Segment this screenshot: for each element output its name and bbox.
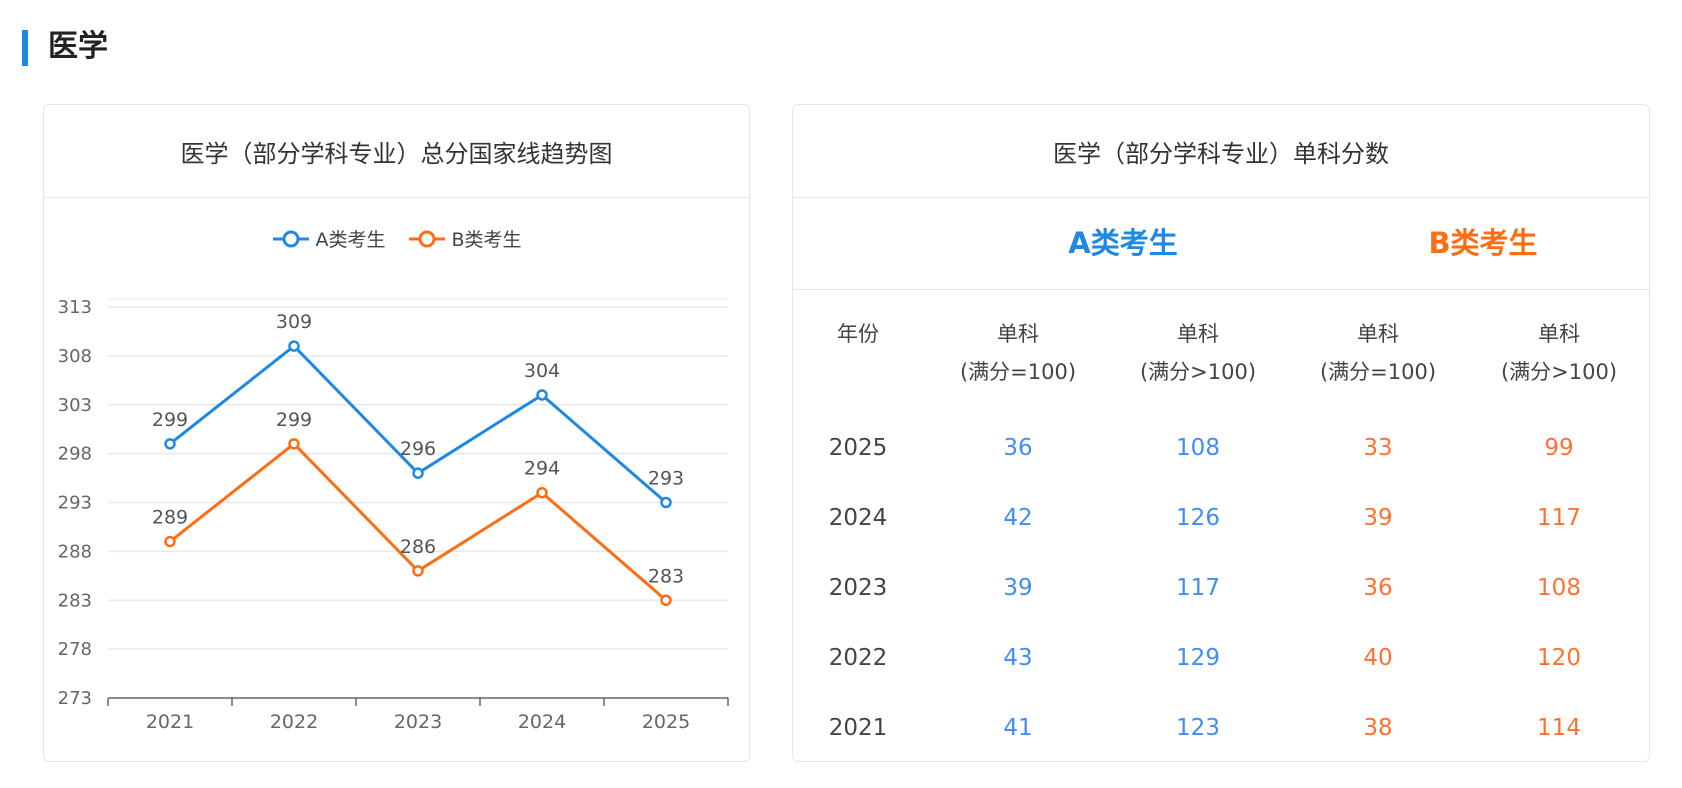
col-header-year-text: 年份 xyxy=(837,322,879,346)
x-tick-label: 2023 xyxy=(394,711,442,733)
data-label: 309 xyxy=(276,311,312,333)
group-label-b: B类考生 xyxy=(1428,226,1538,260)
cell-a2: 129 xyxy=(1176,645,1220,671)
data-label: 289 xyxy=(152,507,188,529)
col-header-a1-line2: (满分=100) xyxy=(959,360,1077,384)
col-header-b1-line1: 单科 xyxy=(1357,322,1399,346)
cell-a2: 117 xyxy=(1176,575,1220,601)
col-header-a2-line1: 单科 xyxy=(1177,322,1219,346)
cell-b1: 36 xyxy=(1363,575,1393,601)
col-header-a1-line1: 单科 xyxy=(997,322,1039,346)
cell-b1: 40 xyxy=(1363,645,1393,671)
section-accent-bar xyxy=(22,30,28,66)
cell-a2: 108 xyxy=(1176,435,1220,461)
cell-b1: 39 xyxy=(1363,505,1393,531)
cell-a1: 39 xyxy=(1003,575,1033,601)
cell-b2: 108 xyxy=(1537,575,1581,601)
col-header-year: 年份 xyxy=(768,315,948,353)
y-tick-label: 278 xyxy=(58,639,92,660)
legend-marker-a-icon xyxy=(273,230,310,247)
trend-chart-card: 医学（部分学科专业）总分国家线趋势图 A类考生 B类考生 313 308 303 29… xyxy=(43,104,750,762)
col-header-b2: 单科 (满分>100) xyxy=(1469,315,1649,391)
y-tick-label: 298 xyxy=(58,444,92,465)
legend-marker-b-icon xyxy=(409,230,446,247)
data-point xyxy=(164,535,176,548)
table-card-title: 医学（部分学科专业）单科分数 xyxy=(793,105,1649,198)
legend-item-b[interactable]: B类考生 xyxy=(407,225,522,252)
data-label: 299 xyxy=(276,409,312,431)
cell-year: 2021 xyxy=(828,715,888,741)
section-title: 医学 xyxy=(48,29,108,64)
col-header-b2-line1: 单科 xyxy=(1538,322,1580,346)
col-header-a2-line2: (满分>100) xyxy=(1139,360,1257,384)
data-label: 294 xyxy=(524,458,560,480)
data-label: 283 xyxy=(648,565,684,587)
x-tick-label: 2025 xyxy=(642,711,690,733)
group-header-row: A类考生 B类考生 xyxy=(793,197,1649,290)
data-point xyxy=(288,340,300,352)
data-label: 296 xyxy=(400,438,436,460)
chart-legend: A类考生 B类考生 xyxy=(44,225,749,252)
col-header-a2: 单科 (满分>100) xyxy=(1108,315,1288,391)
col-header-a1: 单科 (满分=100) xyxy=(928,315,1108,391)
cell-b2: 114 xyxy=(1537,715,1581,741)
data-point xyxy=(660,594,672,606)
col-header-b1: 单科 (满分=100) xyxy=(1288,315,1468,391)
data-point xyxy=(412,565,424,577)
data-label: 286 xyxy=(400,536,436,558)
data-label: 299 xyxy=(152,409,188,431)
x-tick-label: 2021 xyxy=(146,711,194,733)
cell-b1: 38 xyxy=(1363,715,1393,741)
col-header-b2-line2: (满分>100) xyxy=(1500,360,1618,384)
cell-a2: 126 xyxy=(1176,505,1220,531)
y-tick-label: 313 xyxy=(58,297,92,318)
data-point xyxy=(288,438,300,450)
cell-a1: 43 xyxy=(1003,645,1033,671)
data-point xyxy=(536,486,548,499)
cell-year: 2025 xyxy=(828,435,888,461)
col-header-b1-line2: (满分=100) xyxy=(1319,360,1437,384)
data-point xyxy=(412,467,424,479)
y-tick-label: 283 xyxy=(58,590,92,611)
y-tick-label: 273 xyxy=(58,688,92,709)
series-line-a xyxy=(169,344,667,504)
cell-b1: 33 xyxy=(1363,435,1393,461)
x-tick-label: 2024 xyxy=(518,711,566,733)
group-label-a: A类考生 xyxy=(1068,226,1178,260)
y-tick-label: 303 xyxy=(58,395,92,416)
chart-card-title: 医学（部分学科专业）总分国家线趋势图 xyxy=(44,105,749,198)
cell-a1: 36 xyxy=(1003,435,1033,461)
legend-item-a[interactable]: A类考生 xyxy=(271,225,385,252)
data-label: 293 xyxy=(648,468,684,490)
data-label: 304 xyxy=(524,360,560,382)
legend-label-a: A类考生 xyxy=(315,229,386,251)
line-chart: 313 308 303 298 293 288 283 278 273 2021 2022 2023 2… xyxy=(58,297,729,733)
y-tick-label: 308 xyxy=(58,346,92,367)
y-tick-label: 288 xyxy=(58,541,92,562)
x-tick-label: 2022 xyxy=(270,711,318,733)
cell-a2: 123 xyxy=(1176,715,1220,741)
legend-label-b: B类考生 xyxy=(451,229,522,251)
cell-year: 2022 xyxy=(828,645,888,671)
y-tick-label: 293 xyxy=(58,493,92,514)
series-line-b xyxy=(169,442,667,602)
cell-b2: 99 xyxy=(1544,435,1574,461)
cell-a1: 41 xyxy=(1003,715,1033,741)
cell-b2: 117 xyxy=(1537,505,1581,531)
data-point xyxy=(536,389,548,401)
data-point xyxy=(660,496,672,509)
cell-a1: 42 xyxy=(1003,505,1033,531)
cell-year: 2023 xyxy=(828,575,888,601)
score-table-card: 医学（部分学科专业）单科分数 A类考生 B类考生 年份 单科 (满分=100) … xyxy=(792,104,1650,762)
data-point xyxy=(164,438,176,450)
cell-year: 2024 xyxy=(828,505,888,531)
cell-b2: 120 xyxy=(1537,645,1581,671)
